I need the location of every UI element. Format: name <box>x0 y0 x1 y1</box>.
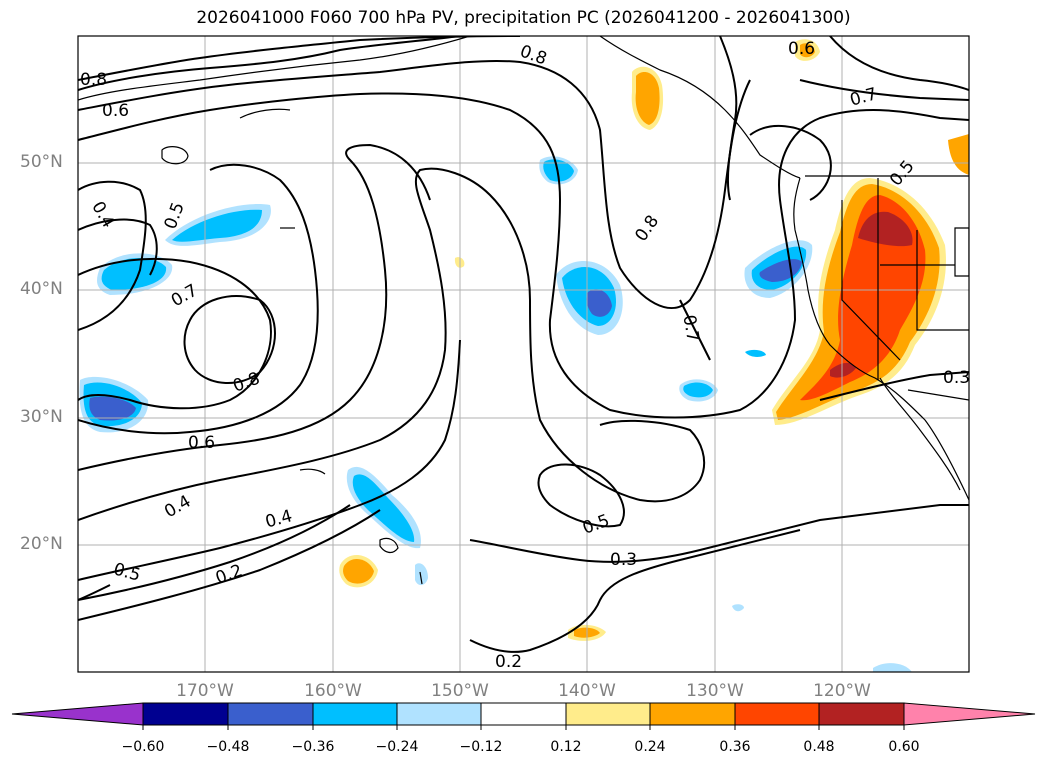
lon-label: 120°W <box>813 681 871 701</box>
contour-label: 0.7 <box>848 84 879 110</box>
colorbar-tick: 0.48 <box>803 739 835 755</box>
contour-label: 0.5 <box>111 559 142 585</box>
contour-label: 0.6 <box>102 101 129 121</box>
contour-label: 0.5 <box>580 511 612 539</box>
colorbar <box>11 702 1036 730</box>
colorbar-tick: −0.36 <box>291 739 335 755</box>
colorbar-tick: −0.48 <box>206 739 250 755</box>
colorbar-tick: 0.36 <box>719 739 751 755</box>
colorbar-tick: 0.60 <box>888 739 920 755</box>
positive-precip-areas <box>339 39 969 641</box>
contour-label: 0.8 <box>517 41 549 69</box>
contour-label: 0.2 <box>495 652 522 672</box>
map-title: 2026041000 F060 700 hPa PV, precipitatio… <box>196 8 851 28</box>
contour-label: 0.3 <box>943 368 970 388</box>
lon-label: 140°W <box>558 681 616 701</box>
colorbar-tick: −0.60 <box>121 739 165 755</box>
colorbar-tick: 0.24 <box>634 739 666 755</box>
contour-label: 0.6 <box>188 433 215 453</box>
colorbar-tick: 0.12 <box>550 739 582 755</box>
contour-labels: 0.8 0.6 0.4 0.5 0.7 0.8 0.6 0.4 0.4 0.5 … <box>80 39 970 672</box>
lat-label: 50°N <box>20 152 63 172</box>
contour-label: 0.7 <box>168 280 201 311</box>
colorbar-tick: −0.12 <box>459 739 503 755</box>
lon-label: 150°W <box>431 681 489 701</box>
lon-label: 130°W <box>686 681 744 701</box>
contour-label: 0.6 <box>788 39 815 59</box>
lon-label: 170°W <box>176 681 234 701</box>
plot-frame <box>77 35 970 673</box>
contour-label: 0.4 <box>87 198 118 231</box>
contour-label: 0.8 <box>80 70 107 90</box>
lat-label: 30°N <box>20 407 63 427</box>
negative-precip-areas <box>79 156 912 672</box>
contour-label: 0.8 <box>631 212 663 246</box>
contour-label: 0.4 <box>161 491 194 522</box>
lat-label: 20°N <box>20 534 63 554</box>
lat-label: 40°N <box>20 279 63 299</box>
contour-label: 0.3 <box>610 550 637 570</box>
contour-label: 0.7 <box>678 313 702 343</box>
coastlines <box>78 36 969 585</box>
lon-label: 160°W <box>304 681 362 701</box>
pv-contours <box>78 36 969 653</box>
colorbar-tick: −0.24 <box>375 739 419 755</box>
graticule <box>78 36 969 672</box>
